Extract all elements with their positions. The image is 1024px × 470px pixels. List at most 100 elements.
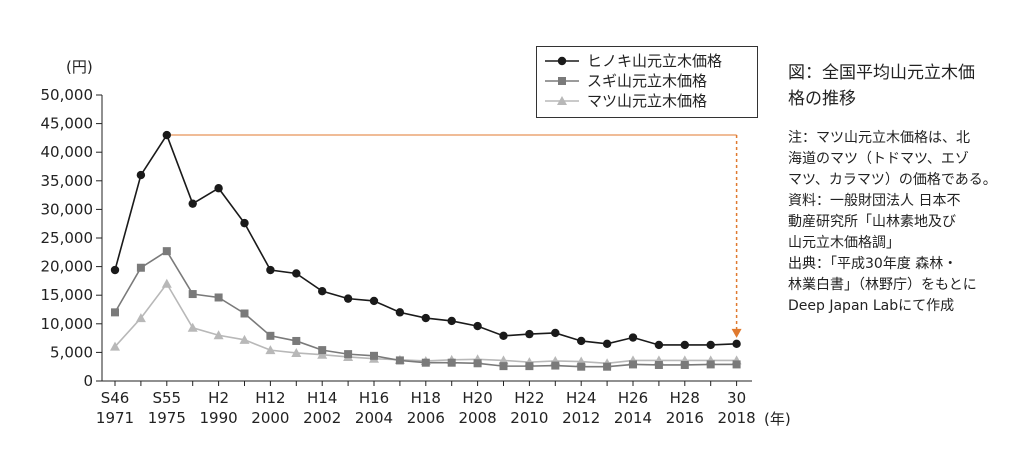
y-tick-label: 25,000 bbox=[41, 229, 94, 247]
data-point bbox=[706, 360, 715, 369]
figure-title: 図：全国平均山元立木価 格の推移 bbox=[788, 60, 1020, 112]
source-notes: 注：マツ山元立木価格は、北 海道のマツ（トドマツ、エゾ マツ、カラマツ）の価格で… bbox=[788, 128, 1020, 317]
note-line: 林業白書」（林野庁）をもとに bbox=[788, 277, 977, 293]
x-tick-label-year: 2016 bbox=[666, 409, 704, 427]
data-point bbox=[213, 330, 224, 340]
note-line: 出典：「平成30年度 森林・ bbox=[788, 256, 958, 272]
x-unit-label: (年) bbox=[764, 410, 791, 428]
x-tick-label-year: 2018 bbox=[718, 409, 756, 427]
x-tick-label-year: 2004 bbox=[355, 409, 393, 427]
legend-item-sugi: スギ山元立木価格 bbox=[545, 71, 757, 91]
x-tick-label-year: 2002 bbox=[303, 409, 341, 427]
data-point bbox=[473, 321, 482, 331]
data-point bbox=[135, 313, 146, 323]
data-point bbox=[732, 339, 741, 349]
data-point bbox=[369, 296, 379, 306]
note-line: 動産研究所「山林素地及び bbox=[788, 214, 956, 230]
x-tick-label-year: 1971 bbox=[96, 409, 134, 427]
legend-item-hinoki: ヒノキ山元立木価格 bbox=[545, 51, 757, 71]
x-tick-label-era: H18 bbox=[411, 389, 441, 407]
y-tick-label: 40,000 bbox=[41, 143, 94, 161]
data-point bbox=[240, 309, 249, 318]
data-point bbox=[265, 345, 276, 355]
x-tick-label-year: 2014 bbox=[614, 409, 652, 427]
x-tick-label-era: H26 bbox=[618, 389, 648, 407]
x-axis-ticks: S46 1971 S55 1975 H2 1990 H12 2000 H14 2002 H16 200… bbox=[96, 381, 756, 427]
y-tick-label: 50,000 bbox=[41, 86, 94, 104]
series-line bbox=[114, 133, 737, 346]
series-triangle bbox=[110, 278, 742, 368]
data-point bbox=[602, 339, 612, 349]
x-tick-label-era: S46 bbox=[101, 389, 130, 407]
data-point bbox=[732, 360, 741, 369]
data-point bbox=[110, 341, 120, 351]
x-tick-label-era: 30 bbox=[727, 389, 746, 407]
data-point bbox=[370, 351, 378, 360]
legend-circle-marker-icon bbox=[545, 56, 579, 66]
data-point bbox=[473, 359, 482, 368]
data-point bbox=[628, 333, 638, 342]
data-point bbox=[551, 328, 560, 338]
data-point bbox=[654, 360, 663, 369]
annotation-arrow bbox=[166, 134, 742, 338]
note-line: マツ、カラマツ）の価格である。 bbox=[788, 172, 997, 188]
y-tick-label: 45,000 bbox=[41, 115, 94, 133]
data-point bbox=[395, 356, 404, 365]
data-point bbox=[395, 308, 405, 317]
y-unit-label: (円) bbox=[66, 58, 93, 76]
data-point bbox=[239, 334, 250, 344]
data-point bbox=[551, 361, 560, 370]
x-tick-label-year: 1975 bbox=[148, 409, 186, 427]
x-tick-label-era: H14 bbox=[307, 389, 337, 407]
data-point bbox=[654, 340, 664, 350]
data-point bbox=[680, 360, 689, 369]
data-point bbox=[447, 316, 456, 326]
y-tick-label: 35,000 bbox=[41, 172, 94, 190]
data-point bbox=[266, 265, 275, 275]
data-point bbox=[266, 331, 275, 340]
y-tick-label: 10,000 bbox=[41, 315, 94, 333]
data-point bbox=[214, 184, 223, 193]
data-point bbox=[292, 336, 301, 345]
data-point bbox=[214, 293, 223, 302]
series-square bbox=[111, 247, 741, 371]
data-point bbox=[680, 340, 689, 350]
legend: ヒノキ山元立木価格 スギ山元立木価格 マツ山元立木価格 bbox=[536, 46, 758, 118]
note-line: 海道のマツ（トドマツ、エゾ bbox=[788, 151, 969, 167]
data-point bbox=[525, 329, 534, 339]
data-point bbox=[706, 340, 715, 350]
x-tick-label-year: 2012 bbox=[562, 409, 600, 427]
data-point bbox=[421, 313, 430, 323]
y-axis-ticks: 50,000 45,000 40,000 35,000 30,000 25,000 20,0… bbox=[41, 86, 102, 390]
data-point bbox=[188, 199, 197, 208]
legend-label-matsu: マツ山元立木価格 bbox=[587, 92, 708, 110]
y-tick-label: 0 bbox=[83, 372, 93, 390]
data-point bbox=[187, 322, 198, 332]
note-line: Deep Japan Labにて作成 bbox=[788, 298, 955, 314]
data-point bbox=[111, 308, 119, 317]
legend-label-hinoki: ヒノキ山元立木価格 bbox=[587, 52, 723, 70]
data-point bbox=[344, 350, 353, 359]
data-point bbox=[629, 360, 637, 369]
figure-title-line: 格の推移 bbox=[788, 89, 856, 109]
series-circle bbox=[110, 130, 741, 350]
figure-title-line: 図：全国平均山元立木価 bbox=[788, 63, 975, 83]
x-tick-label-era: H16 bbox=[359, 389, 389, 407]
legend-item-matsu: マツ山元立木価格 bbox=[545, 91, 757, 111]
note-line: 山元立木価格調」 bbox=[788, 235, 900, 251]
x-tick-label-year: 2006 bbox=[407, 409, 445, 427]
x-tick-label-year: 2000 bbox=[251, 409, 289, 427]
data-point bbox=[421, 358, 430, 367]
data-point bbox=[110, 265, 120, 275]
data-point bbox=[525, 362, 534, 371]
x-tick-label-era: H28 bbox=[670, 389, 700, 407]
data-point bbox=[136, 263, 145, 272]
legend-label-sugi: スギ山元立木価格 bbox=[587, 72, 708, 90]
data-point bbox=[240, 218, 249, 228]
data-point bbox=[291, 347, 302, 357]
legend-triangle-marker-icon bbox=[545, 96, 579, 105]
x-tick-label-year: 2008 bbox=[459, 409, 497, 427]
legend-square-marker-icon bbox=[545, 77, 579, 85]
data-point bbox=[318, 346, 327, 355]
